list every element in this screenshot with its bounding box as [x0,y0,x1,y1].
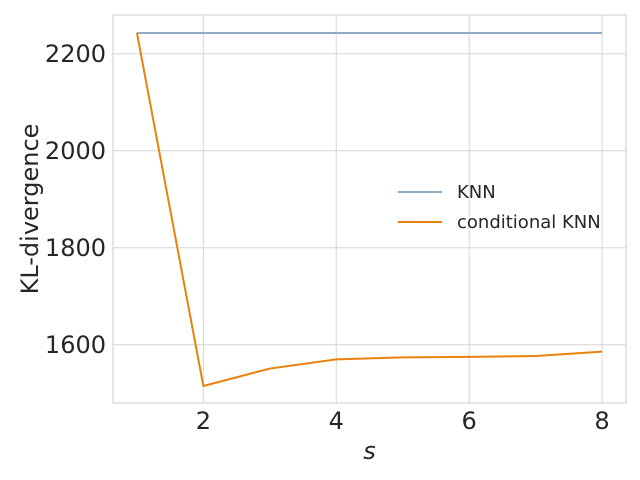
plot-area [112,14,627,404]
series-lines [135,31,603,388]
x-axis-label: s [363,437,376,465]
x-tick-label: 4 [329,407,344,435]
legend-label-knn: KNN [457,182,496,203]
series-line-conditional-knn [135,32,603,388]
legend-label-conditional-knn: conditional KNN [457,212,601,233]
legend: KNN conditional KNN [398,182,601,233]
x-tick-label: 8 [594,407,609,435]
y-tick-label: 2200 [45,40,106,68]
tick-labels: 2 4 6 8 1600 1800 2000 2200 [45,40,610,435]
x-tick-label: 2 [196,407,211,435]
y-tick-label: 1800 [45,234,106,262]
y-axis-label: KL-divergence [16,124,44,295]
y-tick-label: 1600 [45,331,106,359]
grid-lines [113,15,626,403]
x-tick-label: 6 [462,407,477,435]
y-tick-label: 2000 [45,137,106,165]
